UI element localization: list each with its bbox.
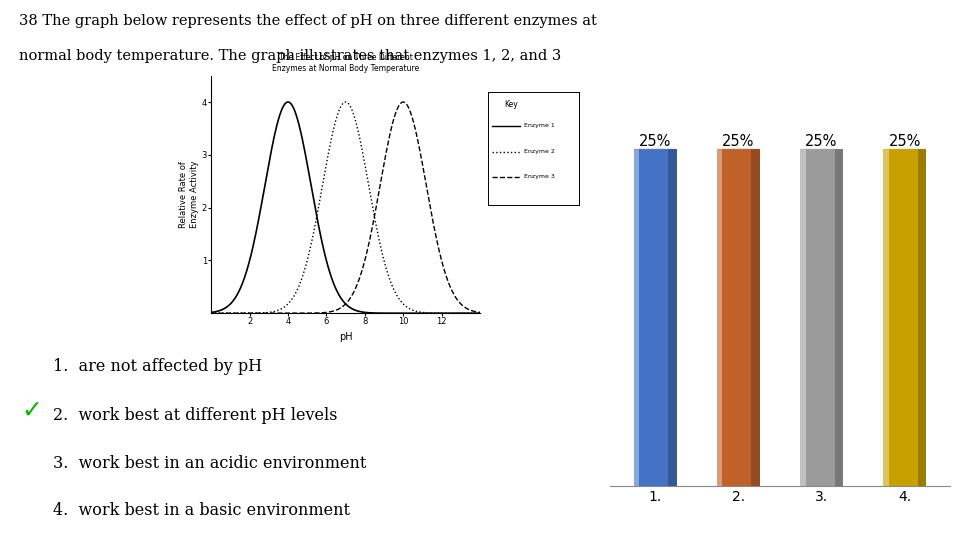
Text: 25%: 25% (805, 134, 838, 148)
Text: Enzyme 1: Enzyme 1 (524, 123, 555, 129)
Bar (800, 149, 843, 486)
Bar (752, 149, 760, 486)
Bar (717, 149, 760, 486)
Bar (634, 149, 639, 486)
Text: 38 The graph below represents the effect of pH on three different enzymes at: 38 The graph below represents the effect… (19, 14, 597, 28)
Bar (918, 149, 926, 486)
Text: normal body temperature. The graph illustrates that enzymes 1, 2, and 3: normal body temperature. The graph illus… (19, 49, 562, 63)
Bar (883, 149, 889, 486)
Bar (800, 149, 805, 486)
Text: 4.  work best in a basic environment: 4. work best in a basic environment (53, 503, 349, 519)
Bar (717, 149, 723, 486)
Text: 25%: 25% (889, 134, 921, 148)
Text: 3.  work best in an acidic environment: 3. work best in an acidic environment (53, 456, 366, 472)
Text: 2.  work best at different pH levels: 2. work best at different pH levels (53, 407, 337, 424)
Bar (834, 149, 843, 486)
Text: 25%: 25% (639, 134, 671, 148)
Text: ✓: ✓ (21, 399, 42, 423)
Text: Key: Key (504, 100, 517, 109)
Text: 1.  are not affected by pH: 1. are not affected by pH (53, 359, 262, 375)
Text: Enzyme 2: Enzyme 2 (524, 150, 555, 154)
Title: The Effect of pH on Three Different
Enzymes at Normal Body Temperature: The Effect of pH on Three Different Enzy… (272, 52, 420, 73)
Bar (668, 149, 677, 486)
Y-axis label: Relative Rate of
Enzyme Activity: Relative Rate of Enzyme Activity (180, 161, 199, 228)
Text: Enzyme 3: Enzyme 3 (524, 174, 555, 179)
Bar (883, 149, 926, 486)
X-axis label: pH: pH (339, 332, 352, 342)
Text: 25%: 25% (722, 134, 755, 148)
Bar (634, 149, 677, 486)
